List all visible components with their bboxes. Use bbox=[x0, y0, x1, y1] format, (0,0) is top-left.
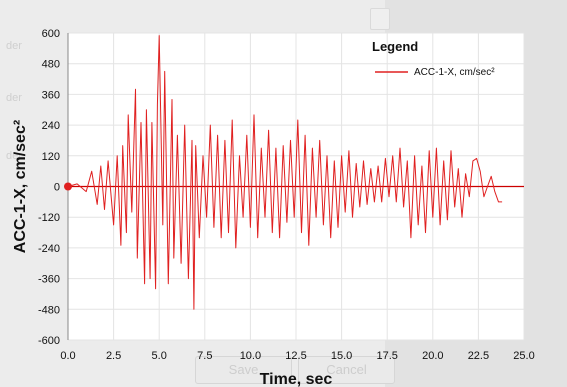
series-start-marker bbox=[64, 182, 72, 191]
y-tick-label: 0 bbox=[54, 182, 60, 194]
x-tick-label: 2.5 bbox=[106, 350, 121, 362]
y-tick-label: -240 bbox=[38, 243, 60, 255]
x-tick-label: 7.5 bbox=[197, 350, 212, 362]
y-tick-label: 360 bbox=[42, 89, 60, 101]
x-axis-title: Time, sec bbox=[260, 371, 333, 387]
y-tick-label: -360 bbox=[38, 274, 60, 286]
y-axis-title: ACC-1-X, cm/sec² bbox=[12, 120, 29, 253]
x-tick-label: 12.5 bbox=[285, 350, 306, 362]
y-tick-label: 120 bbox=[42, 151, 60, 163]
x-tick-label: 15.0 bbox=[331, 350, 352, 362]
x-tick-labels: 0.0 2.5 5.0 7.5 10.0 12.5 15.0 17.5 20.0 22.5 25.0 bbox=[60, 350, 534, 362]
y-tick-labels: 600 480 360 240 120 0 -120 -240 -360 -480 -600 bbox=[38, 28, 60, 347]
y-tick-label: -600 bbox=[38, 335, 60, 347]
cancel-button[interactable]: Cancel bbox=[298, 356, 395, 384]
y-tick-label: -120 bbox=[38, 212, 60, 224]
save-button[interactable]: Save bbox=[195, 356, 292, 384]
x-tick-label: 20.0 bbox=[422, 350, 443, 362]
legend-entry-label: ACC-1-X, cm/sec² bbox=[414, 67, 495, 78]
series-line-acc-1-x bbox=[67, 35, 503, 310]
y-tick-label: 600 bbox=[42, 28, 60, 40]
legend-title: Legend bbox=[372, 39, 418, 54]
y-tick-label: -480 bbox=[38, 304, 60, 316]
y-tick-label: 480 bbox=[42, 59, 60, 71]
x-tick-label: 25.0 bbox=[513, 350, 534, 362]
background-label: der bbox=[6, 150, 22, 162]
x-tick-label: 17.5 bbox=[376, 350, 397, 362]
x-tick-label: 22.5 bbox=[468, 350, 489, 362]
x-tick-label: 0.0 bbox=[60, 350, 75, 362]
background-label: der bbox=[6, 40, 22, 52]
x-tick-label: 10.0 bbox=[240, 350, 261, 362]
y-tick-label: 240 bbox=[42, 120, 60, 132]
background-label: der bbox=[6, 92, 22, 104]
background-dropdown bbox=[370, 8, 390, 30]
legend: Legend ACC-1-X, cm/sec² bbox=[372, 39, 495, 78]
x-tick-label: 5.0 bbox=[152, 350, 167, 362]
